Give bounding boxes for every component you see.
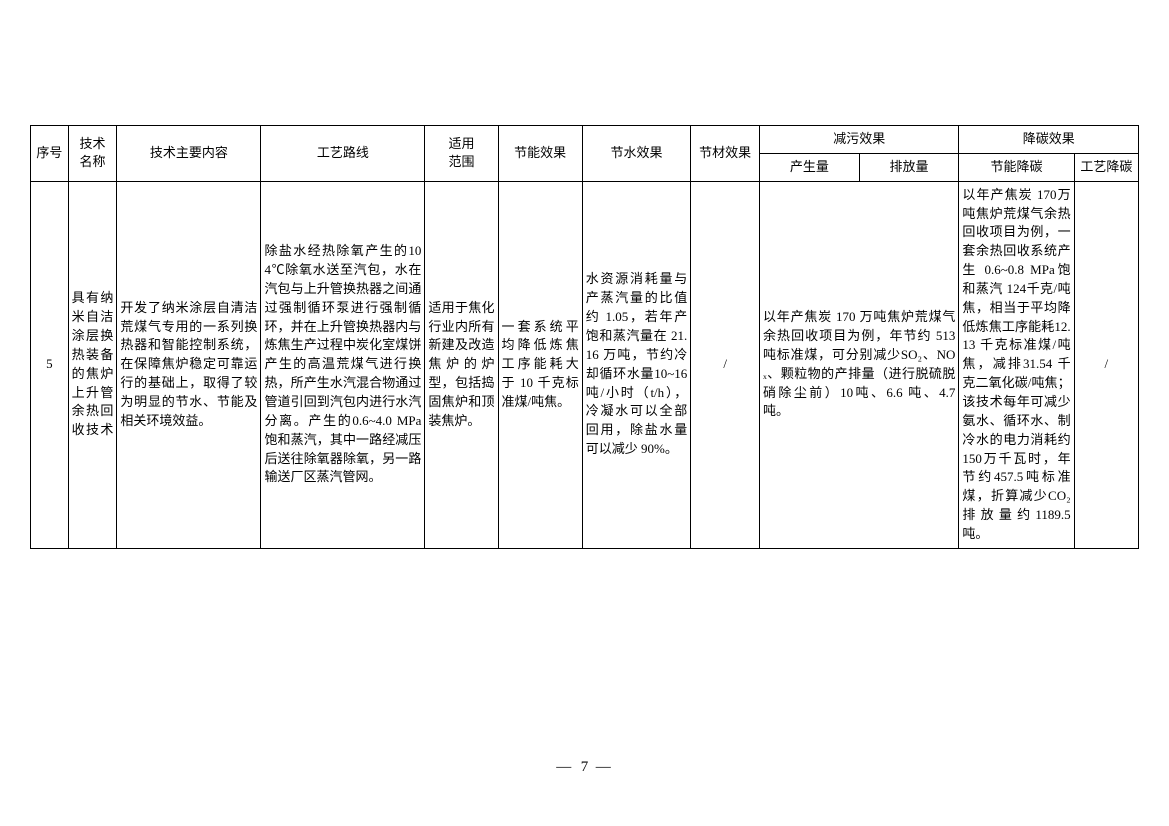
col-route: 工艺路线 xyxy=(261,126,425,182)
main-table: 序号 技术 名称 技术主要内容 工艺路线 适用 范围 节能效果 节水效果 节材效… xyxy=(30,125,1139,549)
table-header: 序号 技术 名称 技术主要内容 工艺路线 适用 范围 节能效果 节水效果 节材效… xyxy=(31,126,1139,182)
document-page: 序号 技术 名称 技术主要内容 工艺路线 适用 范围 节能效果 节水效果 节材效… xyxy=(0,0,1169,826)
cell-tech-name: 具有纳米自洁涂层换热装备的焦炉上升管余热回收技术 xyxy=(68,181,117,548)
col-material: 节材效果 xyxy=(691,126,760,182)
page-number: — 7 — xyxy=(0,759,1169,776)
col-carbon: 降碳效果 xyxy=(959,126,1139,154)
col-seq: 序号 xyxy=(31,126,69,182)
page-number-dash-right: — xyxy=(596,759,613,775)
col-main-content: 技术主要内容 xyxy=(117,126,261,182)
cell-seq: 5 xyxy=(31,181,69,548)
cell-material: / xyxy=(691,181,760,548)
cell-scope: 适用于焦化行业内所有新建及改造焦炉的炉型，包括捣固焦炉和顶装焦炉。 xyxy=(425,181,498,548)
col-water: 节水效果 xyxy=(582,126,691,182)
col-scope: 适用 范围 xyxy=(425,126,498,182)
cell-route: 除盐水经热除氧产生的104℃除氧水送至汽包，水在汽包与上升管换热器之间通过强制循… xyxy=(261,181,425,548)
col-pollution-emit: 排放量 xyxy=(859,153,959,181)
cell-water: 水资源消耗量与产蒸汽量的比值约 1.05，若年产饱和蒸汽量在 21.16 万吨，… xyxy=(582,181,691,548)
col-pollution-gen: 产生量 xyxy=(760,153,860,181)
col-pollution: 减污效果 xyxy=(760,126,959,154)
cell-main-content: 开发了纳米涂层自清洁荒煤气专用的一系列换热器和智能控制系统，在保障焦炉稳定可靠运… xyxy=(117,181,261,548)
cell-carbon-energy: 以年产焦炭 170万吨焦炉荒煤气余热回收项目为例，一套余热回收系统产生 0.6~… xyxy=(959,181,1074,548)
cell-energy: 一套系统平均降低炼焦工序能耗大于 10 千克标准煤/吨焦。 xyxy=(498,181,582,548)
page-number-value: 7 xyxy=(581,759,589,775)
col-energy: 节能效果 xyxy=(498,126,582,182)
col-carbon-process: 工艺降碳 xyxy=(1074,153,1138,181)
page-number-dash-left: — xyxy=(556,759,573,775)
col-carbon-energy: 节能降碳 xyxy=(959,153,1074,181)
cell-carbon-process: / xyxy=(1074,181,1138,548)
table-row: 5 具有纳米自洁涂层换热装备的焦炉上升管余热回收技术 开发了纳米涂层自清洁荒煤气… xyxy=(31,181,1139,548)
cell-pollution: 以年产焦炭 170 万吨焦炉荒煤气余热回收项目为例，年节约 513 吨标准煤，可… xyxy=(760,181,959,548)
col-tech-name: 技术 名称 xyxy=(68,126,117,182)
